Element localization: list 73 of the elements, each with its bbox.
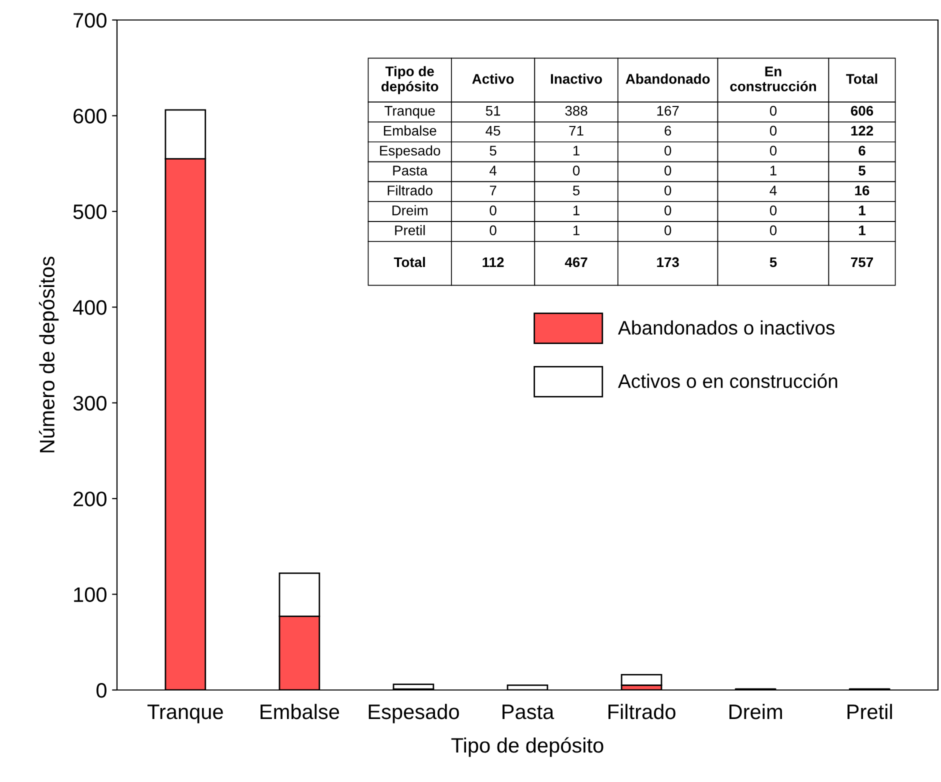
annotation: 1 bbox=[859, 206, 866, 216]
annotation: 0 bbox=[664, 225, 672, 236]
annotation: 1 bbox=[573, 226, 580, 236]
annotation: 112 bbox=[482, 257, 504, 267]
y-tick-label: 300 bbox=[73, 396, 106, 411]
annotation: 0 bbox=[490, 225, 496, 236]
annotation: 4 bbox=[770, 186, 777, 196]
annotation: 7 bbox=[490, 186, 496, 196]
annotation: 51 bbox=[486, 106, 500, 116]
y-tick-label: 100 bbox=[74, 587, 106, 602]
annotation: 1 bbox=[859, 226, 866, 236]
annotation: 5 bbox=[490, 146, 496, 156]
legend-label: Abandonados o inactivos bbox=[618, 320, 835, 335]
annotation: Inactivo bbox=[550, 74, 602, 84]
x-tick-label: Espesado bbox=[368, 704, 459, 724]
annotation: 5 bbox=[770, 257, 777, 268]
annotation: Pasta bbox=[393, 166, 428, 176]
annotation: 1 bbox=[573, 146, 580, 156]
annotation: Dreim bbox=[392, 205, 428, 216]
x-tick-label: Filtrado bbox=[608, 704, 676, 720]
annotation: 0 bbox=[770, 146, 777, 156]
annotation: 0 bbox=[664, 186, 672, 196]
y-tick-label: 500 bbox=[73, 204, 106, 220]
annotation: 0 bbox=[770, 205, 777, 216]
annotation: 5 bbox=[858, 166, 866, 176]
annotation: 5 bbox=[572, 186, 580, 196]
x-tick-label: Dreim bbox=[729, 704, 782, 720]
y-axis-title: Número de depósitos bbox=[38, 256, 59, 452]
annotation: 16 bbox=[855, 186, 870, 196]
annotation: 1 bbox=[770, 166, 776, 176]
legend-label: Activos o en construcción bbox=[618, 374, 838, 388]
x-tick-label: Pretil bbox=[848, 704, 892, 720]
annotation: 167 bbox=[657, 106, 679, 116]
x-tick-label: Pasta bbox=[502, 704, 554, 720]
annotation: 0 bbox=[664, 205, 672, 216]
annotation: En construcción bbox=[730, 66, 816, 92]
y-tick-label: 200 bbox=[74, 492, 106, 506]
annotation: 0 bbox=[664, 146, 672, 156]
annotation: 0 bbox=[572, 166, 580, 176]
annotation: 71 bbox=[569, 126, 584, 136]
annotation: 6 bbox=[858, 146, 866, 156]
annotation: 0 bbox=[770, 126, 777, 136]
annotation: 6 bbox=[664, 126, 672, 136]
y-tick-label: 0 bbox=[96, 683, 106, 698]
annotation: 0 bbox=[770, 106, 777, 116]
annotation: Espesado bbox=[380, 145, 440, 158]
annotation: 606 bbox=[850, 106, 874, 116]
annotation: Total bbox=[846, 74, 878, 84]
annotation: 45 bbox=[486, 126, 500, 136]
y-tick-label: 600 bbox=[74, 108, 106, 124]
annotation: Tipo de depósito bbox=[381, 66, 438, 94]
x-tick-label: Tranque bbox=[147, 704, 223, 724]
annotation: Tranque bbox=[384, 106, 435, 118]
annotation: Activo bbox=[472, 74, 514, 84]
annotation: 122 bbox=[851, 126, 874, 136]
annotation: 0 bbox=[490, 205, 496, 216]
x-axis-title: Tipo de depósito bbox=[451, 737, 604, 757]
x-tick-label: Embalse bbox=[260, 704, 340, 720]
annotation: 0 bbox=[770, 225, 777, 236]
annotation: 173 bbox=[657, 257, 679, 268]
annotation: Total bbox=[394, 256, 425, 268]
annotation: 1 bbox=[573, 206, 580, 216]
annotation: Pretil bbox=[395, 225, 425, 236]
y-tick-label: 400 bbox=[73, 300, 106, 315]
annotation: Filtrado bbox=[388, 185, 432, 196]
annotation: Embalse bbox=[384, 125, 436, 136]
annotation: 467 bbox=[564, 257, 588, 268]
annotation: 0 bbox=[664, 166, 672, 176]
y-tick-label: 700 bbox=[74, 13, 106, 28]
annotation: 4 bbox=[490, 166, 497, 176]
annotation: 757 bbox=[851, 257, 873, 268]
annotation: Abandonado bbox=[626, 74, 710, 84]
annotation: 388 bbox=[565, 106, 588, 116]
